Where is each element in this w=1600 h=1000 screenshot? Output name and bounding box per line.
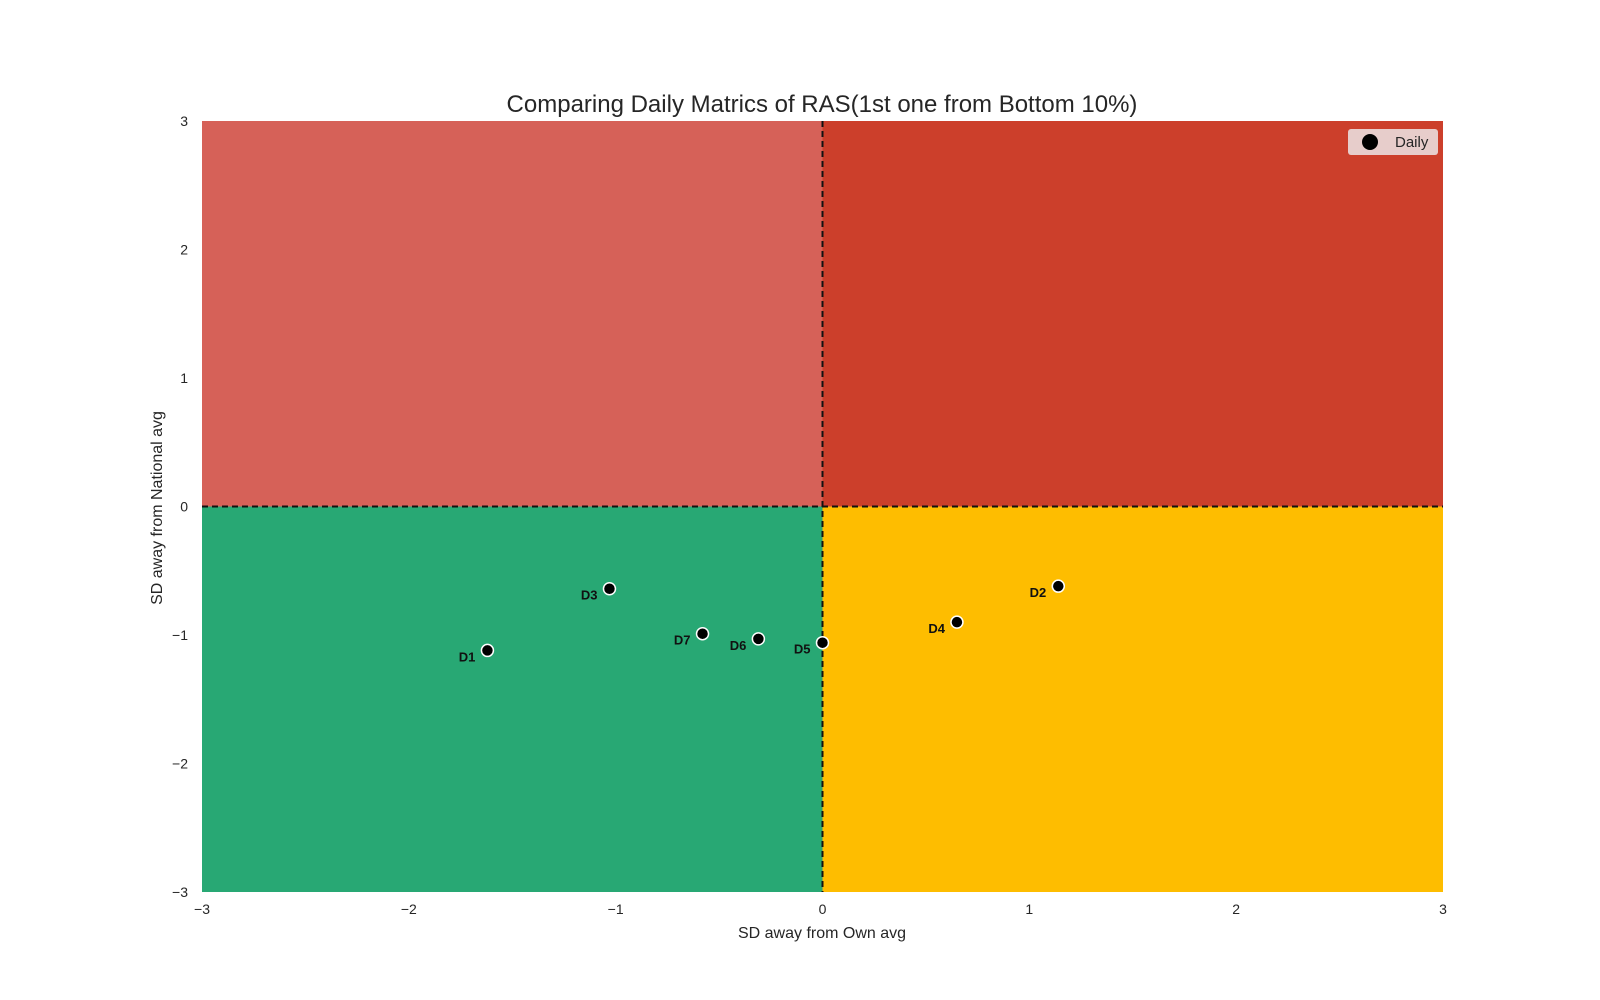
point-label-d7: D7 [674, 633, 691, 648]
point-label-d5: D5 [794, 642, 811, 657]
legend-marker [1362, 134, 1378, 150]
chart-title: Comparing Daily Matrics of RAS(1st one f… [507, 91, 1138, 118]
data-point-d3 [602, 581, 617, 596]
y-tick-label: 1 [180, 370, 188, 386]
data-point-d4 [950, 615, 964, 629]
quadrant-backgrounds [202, 121, 1443, 892]
quadrant-top-right [822, 121, 1443, 507]
y-tick-label: −1 [172, 627, 188, 643]
point-label-d4: D4 [928, 621, 945, 636]
data-point-d2 [1051, 579, 1066, 593]
quadrant-bottom-left [202, 506, 823, 892]
point-label-d3: D3 [581, 588, 598, 603]
data-point-d6 [751, 632, 766, 646]
y-tick-label: 0 [180, 499, 188, 515]
x-tick-label: −2 [401, 901, 417, 917]
data-point-d1 [480, 643, 495, 658]
legend: Daily [1348, 129, 1438, 155]
data-point-d5 [815, 635, 830, 650]
y-tick-label: −2 [172, 756, 188, 772]
point-label-d6: D6 [730, 638, 747, 653]
y-axis-ticks: −3 −2 −1 0 1 2 3 [172, 113, 188, 900]
y-tick-label: −3 [172, 884, 188, 900]
point-label-d2: D2 [1030, 585, 1047, 600]
x-tick-label: −3 [194, 901, 210, 917]
quadrant-top-left [202, 121, 823, 507]
y-tick-label: 2 [180, 242, 188, 258]
y-tick-label: 3 [180, 113, 188, 129]
x-tick-label: −1 [608, 901, 624, 917]
x-tick-label: 0 [819, 901, 827, 917]
x-axis-ticks: −3 −2 −1 0 1 2 3 [194, 901, 1447, 917]
legend-label-daily: Daily [1395, 134, 1429, 151]
quadrant-bottom-right [822, 506, 1443, 892]
x-tick-label: 1 [1025, 901, 1033, 917]
x-tick-label: 2 [1232, 901, 1240, 917]
reference-lines [202, 121, 1443, 892]
data-points: D1 D2 D3 D4 D5 D6 D7 [459, 579, 1066, 664]
point-label-d1: D1 [459, 649, 476, 664]
y-axis-label: SD away from National avg [149, 411, 166, 605]
x-tick-label: 3 [1439, 901, 1447, 917]
data-point-d7 [695, 626, 710, 641]
x-axis-label: SD away from Own avg [738, 925, 906, 942]
